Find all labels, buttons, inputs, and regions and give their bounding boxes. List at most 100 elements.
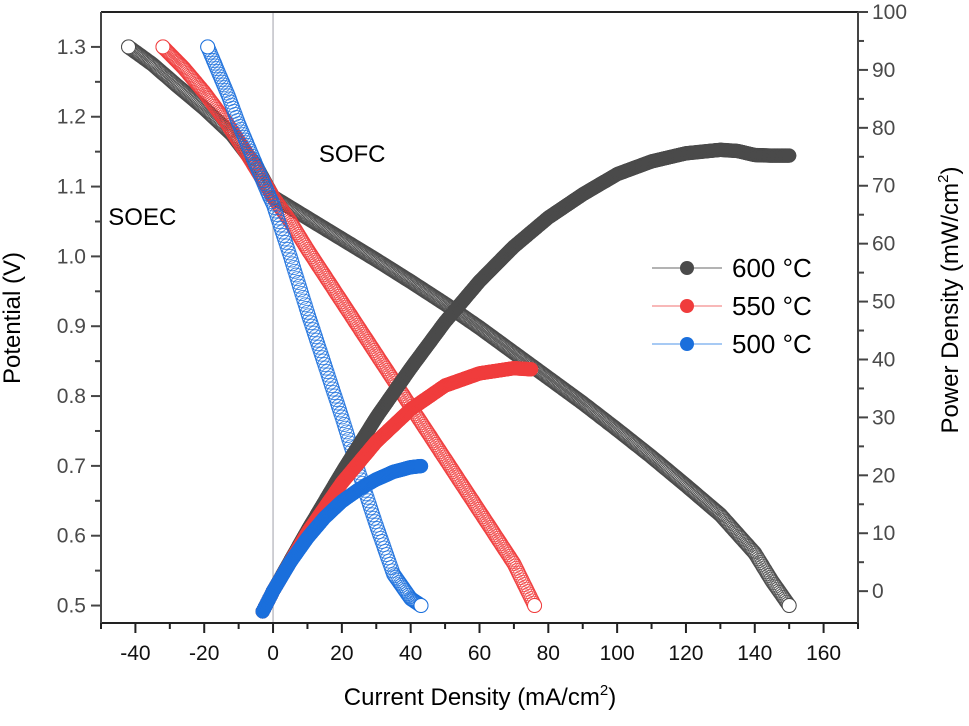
iv-point xyxy=(477,512,493,528)
legend-marker xyxy=(680,261,694,275)
x-axis-title-sup: 2 xyxy=(600,682,608,699)
iv-point xyxy=(442,458,458,474)
iv-point xyxy=(454,476,470,492)
legend-label: 600 °C xyxy=(732,253,812,283)
iv-point xyxy=(329,287,345,303)
y2-tick-label: 80 xyxy=(872,117,895,140)
iv-point xyxy=(470,502,486,517)
iv-point xyxy=(358,330,374,346)
x-axis-title-main: Current Density (mA/cm xyxy=(344,684,600,711)
iv-point xyxy=(496,541,512,557)
power-series-500C xyxy=(255,458,429,619)
iv-point xyxy=(479,514,495,530)
y2-axis-title: Power Density (mW/cm2) xyxy=(935,166,964,433)
y2-tick-label: 10 xyxy=(872,522,895,545)
iv-point xyxy=(455,478,471,494)
iv-point xyxy=(318,270,334,286)
iv-point xyxy=(467,496,483,512)
iv-point xyxy=(334,294,350,310)
iv-point-start xyxy=(200,39,216,55)
iv-point xyxy=(448,467,464,483)
y2-axis-title-main: Power Density (mW/cm xyxy=(937,183,964,434)
power-series-550C xyxy=(255,360,539,619)
iv-point xyxy=(473,505,489,521)
legend-label: 500 °C xyxy=(732,329,812,359)
iv-point xyxy=(456,480,472,496)
iv-point xyxy=(743,541,759,557)
iv-point xyxy=(348,316,364,331)
legend-entry: 550 °C xyxy=(652,291,812,321)
iv-point xyxy=(351,319,366,335)
iv-point xyxy=(379,362,395,378)
x-tick-label: 100 xyxy=(600,642,635,665)
iv-point xyxy=(483,521,499,537)
iv-point xyxy=(481,518,497,534)
iv-point xyxy=(322,276,338,292)
y2-tick-label: 0 xyxy=(872,580,884,603)
iv-point xyxy=(475,509,491,525)
iv-point xyxy=(298,240,314,256)
y-tick-label: 1.3 xyxy=(57,36,86,59)
iv-point xyxy=(367,344,383,360)
legend-label: 550 °C xyxy=(732,291,812,321)
iv-point xyxy=(324,279,340,295)
legend: 600 °C 550 °C 500 °C xyxy=(652,253,812,359)
iv-point xyxy=(493,536,509,552)
iv-point xyxy=(440,455,455,470)
iv-point xyxy=(418,422,434,438)
iv-point xyxy=(340,303,356,319)
iv-point xyxy=(304,249,320,265)
iv-point xyxy=(437,451,453,467)
iv-point-start xyxy=(121,39,137,55)
y-tick-label: 1.1 xyxy=(57,176,86,199)
iv-point xyxy=(337,299,353,315)
iv-point xyxy=(498,543,514,559)
iv-point xyxy=(500,547,516,563)
x-tick-label: 120 xyxy=(668,642,703,665)
iv-point xyxy=(359,332,375,348)
iv-point xyxy=(343,308,359,324)
iv-point xyxy=(472,503,487,519)
iv-point xyxy=(365,341,381,357)
x-tick-label: 0 xyxy=(267,642,279,665)
iv-point xyxy=(413,415,429,431)
iv-point xyxy=(438,453,454,469)
annotation-soec: SOEC xyxy=(108,204,176,231)
y2-tick-label: 100 xyxy=(872,1,907,24)
iv-point xyxy=(378,361,394,377)
iv-point xyxy=(347,314,363,330)
iv-point xyxy=(750,551,766,567)
iv-point xyxy=(317,269,333,284)
iv-point xyxy=(308,254,324,270)
iv-point xyxy=(333,292,349,308)
iv-point xyxy=(366,343,382,358)
iv-point xyxy=(421,426,436,442)
legend-entry: 500 °C xyxy=(652,329,812,359)
iv-point xyxy=(371,350,387,366)
iv-point xyxy=(370,348,385,364)
iv-point xyxy=(364,339,379,355)
iv-point xyxy=(494,538,510,554)
iv-point xyxy=(432,444,448,460)
iv-point xyxy=(332,290,347,306)
iv-point xyxy=(422,427,438,443)
iv-point xyxy=(313,261,328,277)
y-tick-label: 0.6 xyxy=(57,525,86,548)
iv-point xyxy=(377,359,393,375)
iv-point xyxy=(416,418,432,434)
iv-point xyxy=(447,465,463,481)
plot-series xyxy=(121,12,797,623)
iv-point xyxy=(445,464,461,479)
iv-point xyxy=(305,250,321,266)
iv-point xyxy=(353,323,369,339)
iv-point xyxy=(342,306,358,322)
x-tick-label: -20 xyxy=(189,642,219,665)
iv-point xyxy=(430,440,446,456)
y2-tick-label: 30 xyxy=(872,406,895,429)
iv-point xyxy=(320,272,336,288)
iv-point xyxy=(457,482,473,498)
iv-point xyxy=(488,529,504,545)
iv-point xyxy=(466,494,482,510)
iv-point xyxy=(453,474,468,490)
